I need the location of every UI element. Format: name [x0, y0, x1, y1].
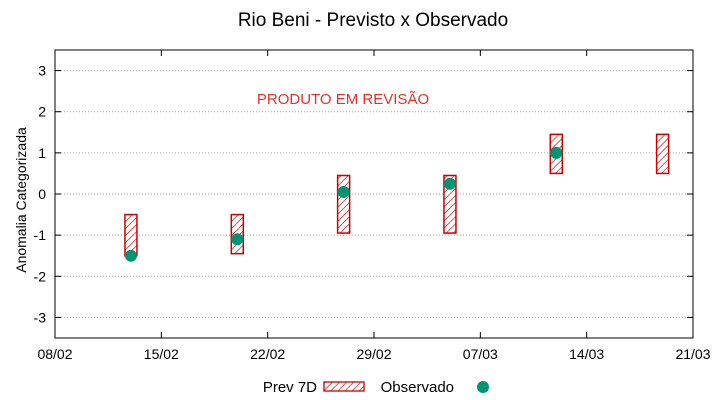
- axis-ticks: 3 2 1 0 -1 -2 -3 08/02 15/02 22/02 29/02 07/03 14/03…: [34, 50, 711, 362]
- x-tick-label: 15/02: [144, 346, 179, 362]
- legend-label-observado: Observado: [381, 379, 454, 396]
- observado-point: [231, 233, 244, 246]
- y-tick-label: 0: [38, 186, 46, 202]
- legend-swatch-observado: [477, 381, 489, 393]
- prev-7d-box: [655, 133, 670, 175]
- x-tick-label: 22/02: [250, 346, 285, 362]
- legend-label-prev-7d: Prev 7D: [263, 379, 317, 396]
- x-tick-label: 21/03: [675, 346, 710, 362]
- y-axis-label: Anomalia Categorizada: [13, 127, 29, 273]
- annotation-produto-em-revisao: PRODUTO EM REVISÃO: [257, 91, 429, 108]
- y-tick-label: 3: [38, 63, 46, 79]
- prev-7d-box: [336, 174, 351, 234]
- observado-point: [124, 249, 137, 262]
- y-tick-label: 1: [38, 145, 46, 161]
- grid: [55, 70, 693, 318]
- legend-swatch-prev-7d: [323, 381, 365, 392]
- x-tick-label: 14/03: [569, 346, 604, 362]
- y-tick-label: -1: [34, 227, 47, 243]
- observado-point: [443, 177, 456, 190]
- prev-7d-box: [443, 174, 457, 234]
- legend: Prev 7D Observado: [263, 379, 489, 396]
- y-tick-label: -3: [34, 309, 47, 325]
- y-tick-label: 2: [38, 104, 46, 120]
- series-observado: [124, 146, 563, 262]
- series-prev-7d: [124, 133, 670, 257]
- x-tick-label: 29/02: [356, 346, 391, 362]
- prev-7d-box: [124, 213, 138, 257]
- x-tick-label: 08/02: [37, 346, 72, 362]
- x-tick-label: 07/03: [463, 346, 498, 362]
- y-tick-label: -2: [34, 268, 47, 284]
- observado-point: [550, 146, 563, 159]
- observado-point: [337, 185, 350, 198]
- chart-title: Rio Beni - Previsto x Observado: [238, 10, 508, 31]
